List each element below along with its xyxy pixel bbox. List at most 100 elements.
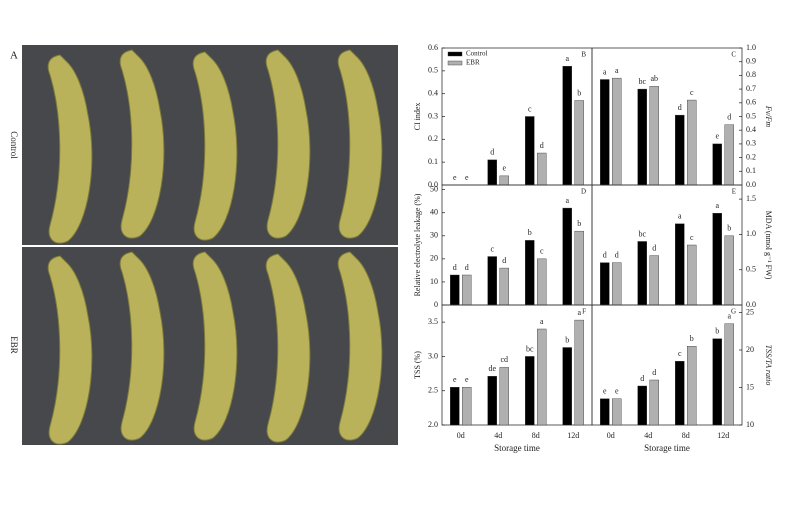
bar bbox=[724, 124, 734, 186]
significance-letter: e bbox=[465, 375, 469, 384]
significance-letter: e bbox=[715, 132, 719, 141]
significance-letter: a bbox=[565, 54, 569, 63]
significance-letter: de bbox=[488, 364, 496, 373]
y-tick-label: 1.5 bbox=[746, 194, 756, 203]
y-tick-label: 0.2 bbox=[428, 134, 438, 143]
bar bbox=[487, 256, 497, 306]
bar bbox=[462, 274, 472, 306]
x-axis-label: Storage time bbox=[494, 443, 540, 453]
y-tick-label: 0 bbox=[434, 300, 438, 309]
bar bbox=[562, 347, 572, 426]
legend-swatch bbox=[447, 51, 463, 57]
plot-frame bbox=[591, 304, 743, 426]
panel-label: E bbox=[732, 188, 736, 196]
y-tick-label: 3.5 bbox=[428, 317, 438, 326]
significance-letter: a bbox=[615, 66, 619, 75]
y-tick-label: 0.5 bbox=[746, 111, 756, 120]
panel-label: D bbox=[581, 188, 586, 196]
significance-letter: d bbox=[727, 113, 731, 122]
row-label: EBR bbox=[9, 336, 19, 354]
y-tick-label: 0.6 bbox=[746, 98, 756, 107]
bar bbox=[537, 328, 547, 426]
y-tick-label: 0.1 bbox=[746, 166, 756, 175]
y-tick-label: 0.8 bbox=[746, 70, 756, 79]
significance-letter: b bbox=[577, 88, 581, 97]
significance-letter: b bbox=[577, 219, 581, 228]
significance-letter: e bbox=[615, 387, 619, 396]
significance-letter: c bbox=[540, 247, 544, 256]
bar bbox=[675, 114, 685, 186]
bar bbox=[450, 387, 460, 426]
bar bbox=[612, 77, 622, 186]
photo bbox=[22, 45, 398, 445]
row-label: Control bbox=[9, 131, 19, 159]
significance-letter: ab bbox=[650, 74, 658, 83]
x-tick-label: 8d bbox=[682, 431, 690, 440]
legend-label: EBR bbox=[466, 59, 480, 67]
significance-letter: c bbox=[690, 233, 694, 242]
bar bbox=[675, 361, 685, 426]
significance-letter: d bbox=[453, 263, 457, 272]
significance-letter: d bbox=[678, 103, 682, 112]
bar bbox=[600, 398, 610, 426]
bar bbox=[525, 356, 535, 426]
significance-letter: c bbox=[490, 244, 494, 253]
y-tick-label: 0.0 bbox=[428, 180, 438, 189]
significance-letter: e bbox=[453, 173, 457, 182]
significance-letter: bc bbox=[638, 229, 646, 238]
bar bbox=[487, 376, 497, 426]
bar bbox=[462, 387, 472, 426]
y-tick-label: 3.0 bbox=[428, 351, 438, 360]
x-axis-label: Storage time bbox=[644, 443, 690, 453]
significance-letter: a bbox=[577, 308, 581, 317]
y-tick-label: 1.0 bbox=[746, 229, 756, 238]
bar bbox=[724, 235, 734, 306]
y-tick-label: 20 bbox=[430, 254, 438, 263]
bar bbox=[712, 213, 722, 306]
y-axis-label: Fv/Fm bbox=[764, 105, 773, 128]
bar bbox=[574, 230, 584, 306]
significance-letter: e bbox=[465, 173, 469, 182]
bar bbox=[499, 175, 509, 186]
bar bbox=[637, 385, 647, 426]
significance-letter: a bbox=[540, 317, 544, 326]
y-tick-label: 30 bbox=[430, 231, 438, 240]
bar bbox=[687, 244, 697, 306]
significance-letter: d bbox=[652, 243, 656, 252]
panel-label: A bbox=[10, 50, 18, 62]
bar bbox=[687, 99, 697, 186]
y-tick-label: 0.4 bbox=[428, 88, 438, 97]
bar bbox=[450, 274, 460, 306]
y-tick-label: 0.7 bbox=[746, 84, 756, 93]
significance-letter: a bbox=[565, 196, 569, 205]
y-tick-label: 40 bbox=[430, 208, 438, 217]
panel-label: B bbox=[581, 51, 586, 59]
bar bbox=[600, 262, 610, 306]
bar bbox=[675, 223, 685, 306]
bar bbox=[487, 159, 497, 186]
bar bbox=[574, 319, 584, 426]
legend-label: Control bbox=[466, 50, 487, 58]
y-tick-label: 0.3 bbox=[428, 111, 438, 120]
significance-letter: c bbox=[528, 104, 532, 113]
y-tick-label: 0.6 bbox=[428, 43, 438, 52]
bar bbox=[724, 323, 734, 426]
x-tick-label: 8d bbox=[532, 431, 540, 440]
y-tick-label: 0.0 bbox=[746, 300, 756, 309]
significance-letter: b bbox=[715, 327, 719, 336]
significance-letter: d bbox=[615, 250, 619, 259]
y-tick-label: 0.5 bbox=[746, 265, 756, 274]
bar bbox=[525, 240, 535, 306]
significance-letter: b bbox=[690, 334, 694, 343]
bar bbox=[649, 379, 659, 426]
x-tick-label: 4d bbox=[644, 431, 652, 440]
bar bbox=[712, 338, 722, 426]
significance-letter: d bbox=[652, 368, 656, 377]
y-tick-label: 0.4 bbox=[746, 125, 756, 134]
significance-letter: d bbox=[540, 141, 544, 150]
panel-label: F bbox=[582, 308, 586, 316]
significance-letter: bc bbox=[638, 77, 646, 86]
x-tick-label: 0d bbox=[457, 431, 465, 440]
legend-swatch bbox=[447, 60, 463, 66]
significance-letter: c bbox=[678, 349, 682, 358]
